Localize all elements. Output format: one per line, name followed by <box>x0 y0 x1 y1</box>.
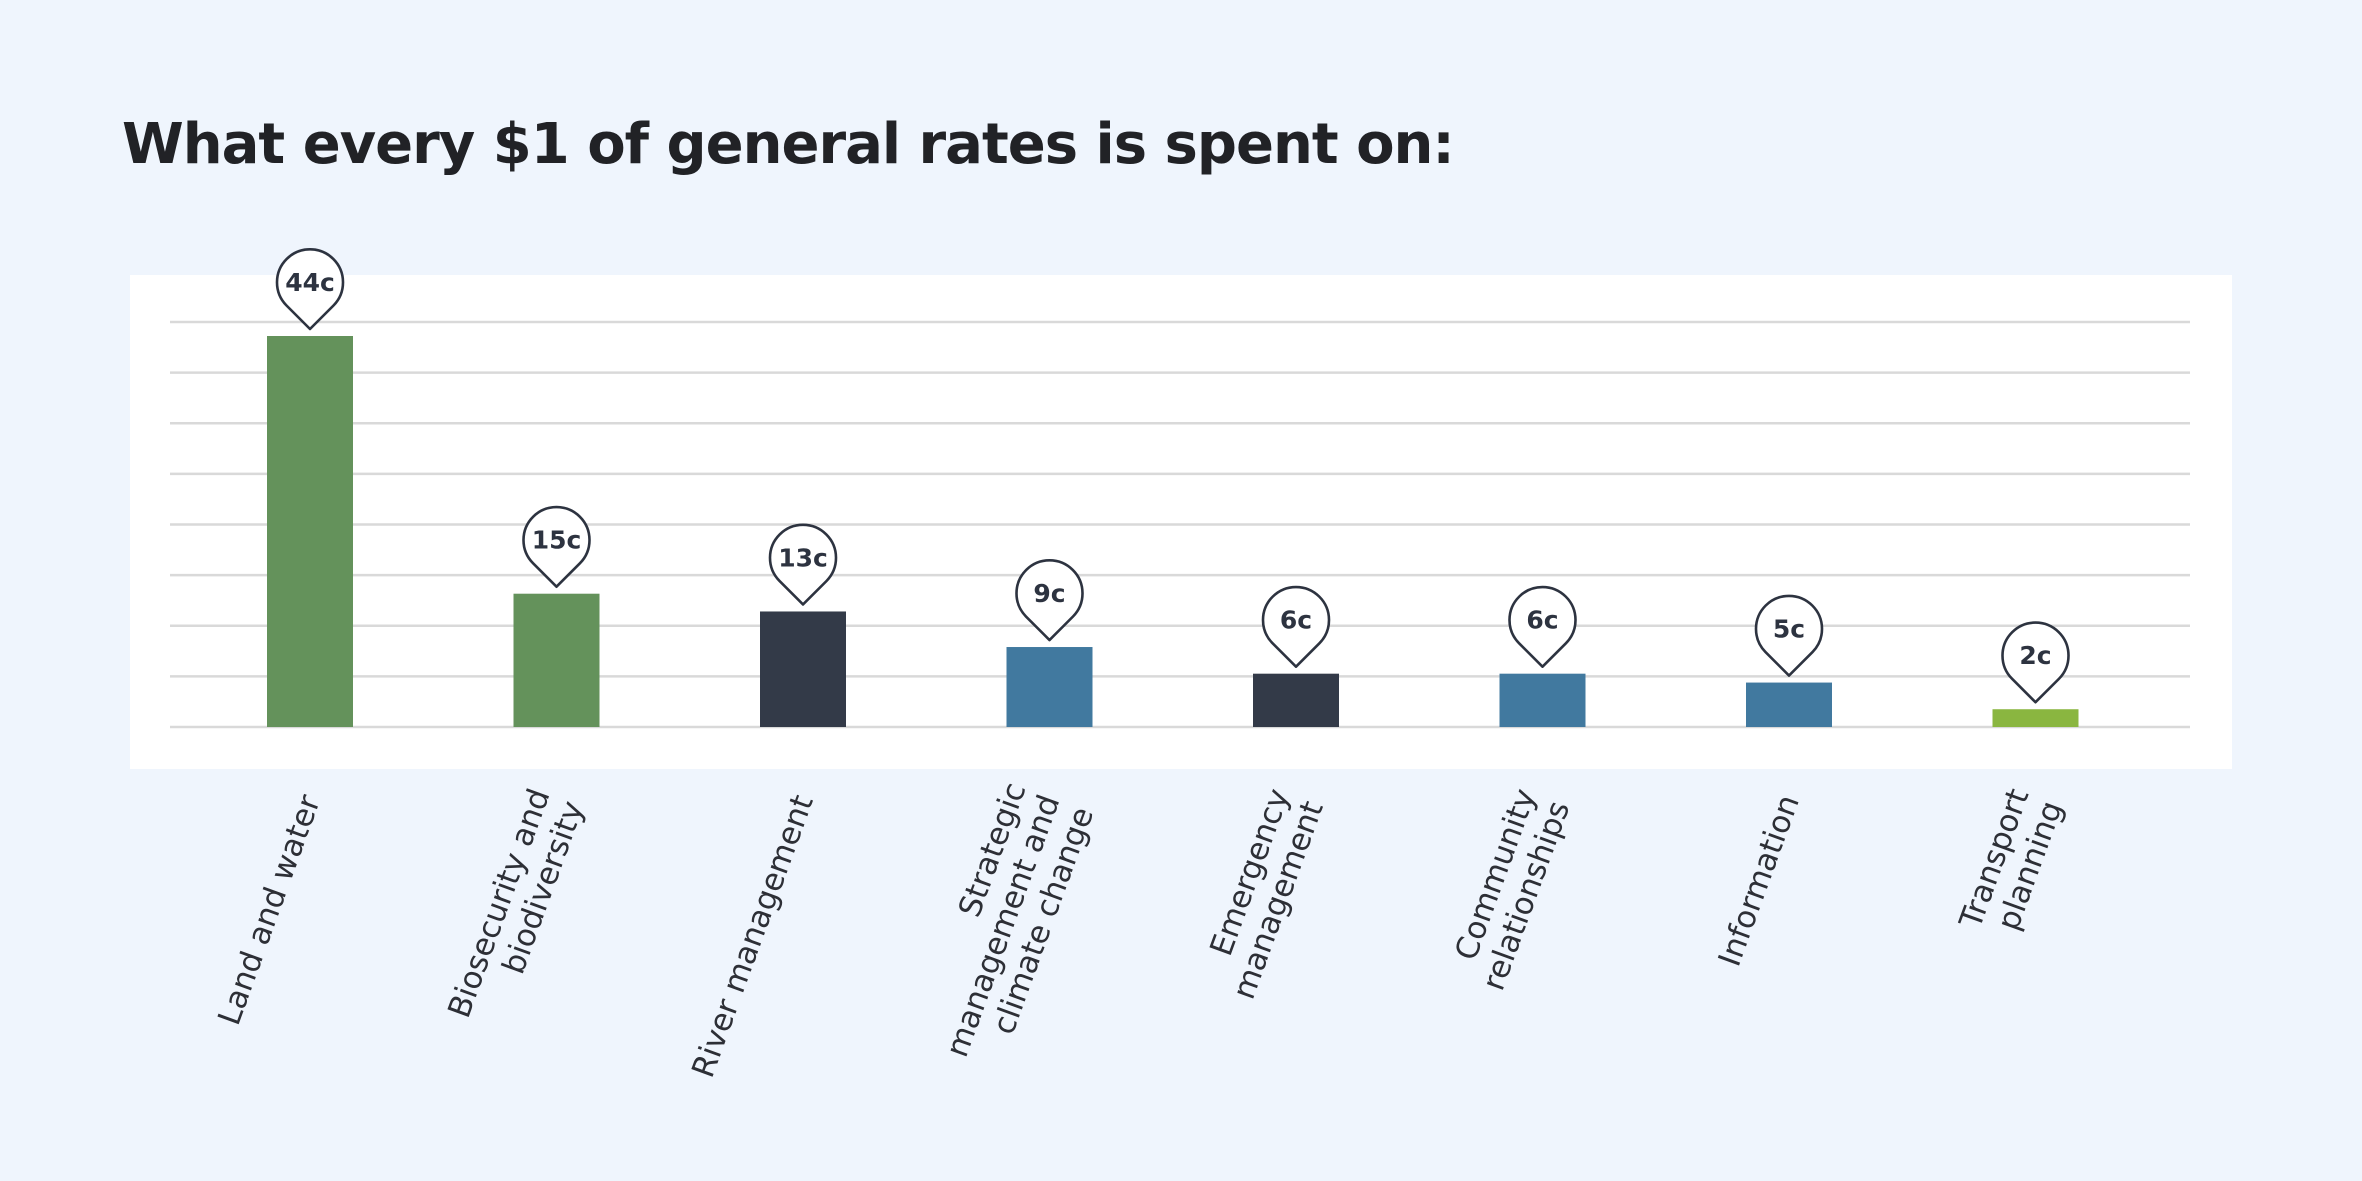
category-label-line: Land and water <box>211 790 328 1030</box>
bar <box>1746 682 1832 727</box>
bars <box>267 336 2079 727</box>
pin-marker-icon <box>1508 585 1577 668</box>
chart-title: What every $1 of general rates is spent … <box>122 112 1455 177</box>
bar <box>1006 647 1093 727</box>
value-label: 15c <box>532 526 582 555</box>
bar <box>267 336 353 727</box>
value-labels: 44c 15c 13c 9c 6c 6c 5c 2c <box>275 248 2070 704</box>
value-bubble: 13c <box>768 523 838 606</box>
value-label: 13c <box>778 543 828 572</box>
value-bubble: 6c <box>1508 585 1577 668</box>
value-bubble: 9c <box>1015 559 1084 642</box>
bar <box>1253 673 1339 727</box>
bar <box>513 593 600 727</box>
pin-marker-icon <box>1261 585 1331 668</box>
category-label-line: Information <box>1712 790 1807 971</box>
pin-marker-icon <box>1754 594 1824 677</box>
value-bubble: 6c <box>1261 585 1331 668</box>
category-label: Land and water <box>211 790 328 1030</box>
value-label: 44c <box>285 268 335 297</box>
pin-marker-icon <box>275 248 345 331</box>
pin-marker-icon <box>1015 559 1084 642</box>
plot-area <box>130 275 2232 769</box>
pin-marker-icon <box>768 523 838 606</box>
value-bubble: 2c <box>2001 621 2070 704</box>
value-label: 9c <box>1033 579 1065 608</box>
value-bubble: 5c <box>1754 594 1824 677</box>
category-label: River management <box>685 790 821 1082</box>
value-bubble: 44c <box>275 248 345 331</box>
bar <box>760 611 846 727</box>
category-labels: Land and water Biosecurity andbiodiversit… <box>211 778 2070 1083</box>
pin-marker-icon <box>2001 621 2070 704</box>
value-label: 5c <box>1773 615 1805 644</box>
value-label: 2c <box>2019 641 2051 670</box>
gridlines <box>170 320 2190 729</box>
bar <box>1499 673 1586 727</box>
value-bubble: 15c <box>522 505 591 589</box>
category-label: Information <box>1712 790 1807 971</box>
value-label: 6c <box>1280 606 1312 635</box>
pin-marker-icon <box>522 505 591 589</box>
category-label-line: River management <box>685 790 821 1082</box>
bar <box>1992 709 2079 727</box>
value-label: 6c <box>1526 606 1558 635</box>
